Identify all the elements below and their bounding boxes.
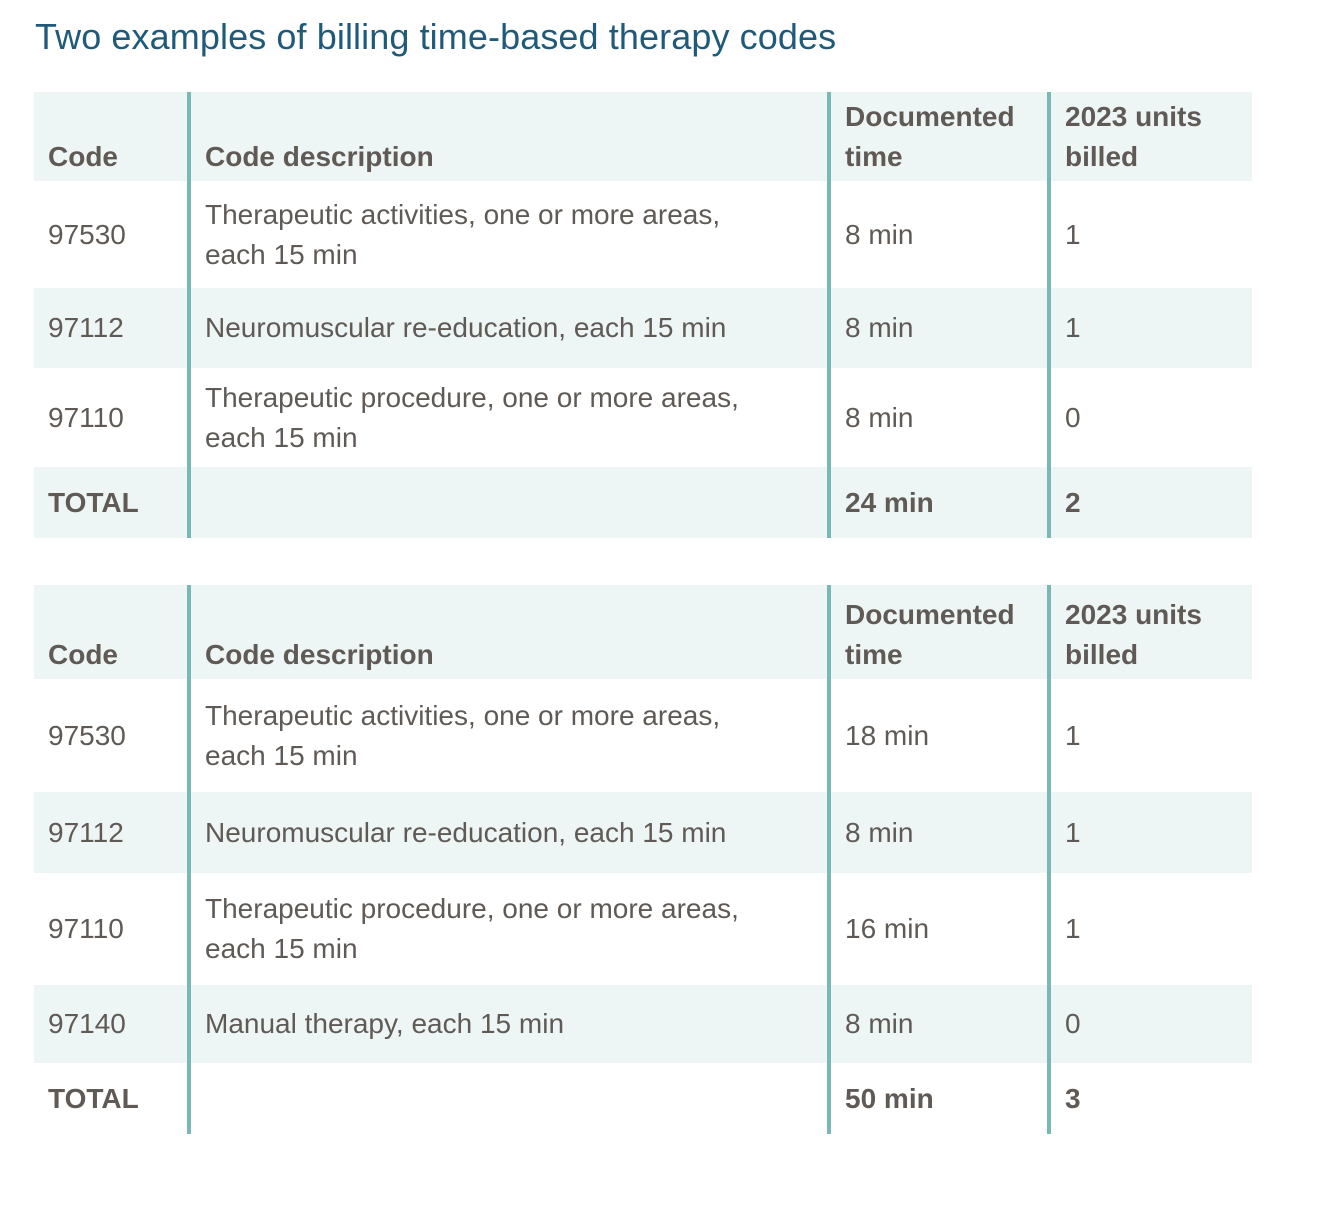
table-row: 97110 Therapeutic procedure, one or more… [34, 873, 1252, 985]
cell-code: 97530 [48, 218, 126, 250]
cell-time: 8 min [827, 368, 1049, 467]
table-header-row: Code Code description Documented time 202… [34, 92, 1252, 181]
cell-description: Therapeutic activities, one or more area… [187, 181, 829, 288]
cell-units: 1 [1047, 679, 1252, 792]
cell-time: 18 min [827, 679, 1049, 792]
total-label: TOTAL [48, 1082, 139, 1114]
cell-units: 1 [1047, 792, 1252, 873]
header-units-billed: 2023 units billed [1047, 585, 1252, 679]
cell-time: 16 min [827, 873, 1049, 985]
cell-units: 1 [1047, 288, 1252, 368]
table-row: 97530 Therapeutic activities, one or mor… [34, 679, 1252, 792]
billing-table-1: Code Code description Documented time 202… [34, 92, 1252, 538]
cell-code: 97112 [34, 288, 189, 368]
header-units-billed: 2023 units billed [1047, 92, 1252, 181]
table-header-row: Code Code description Documented time 202… [34, 585, 1252, 679]
cell-time: 8 min [827, 181, 1049, 288]
header-code: Code [34, 92, 189, 181]
cell-description: Neuromuscular re-education, each 15 min [187, 288, 829, 368]
table-row: 97112 Neuromuscular re-education, each 1… [34, 792, 1252, 873]
header-code: Code [34, 585, 189, 679]
cell-code: 97140 [34, 985, 189, 1063]
header-documented-time: Documented time [827, 585, 1049, 679]
cell-code: 97112 [34, 792, 189, 873]
total-time: 24 min [827, 467, 1049, 538]
cell-description: Therapeutic activities, one or more area… [187, 679, 829, 792]
cell-units: 0 [1047, 985, 1252, 1063]
page-title: Two examples of billing time-based thera… [35, 16, 837, 57]
table-row: 97530 Therapeutic activities, one or mor… [34, 181, 1252, 288]
cell-description: Manual therapy, each 15 min [187, 985, 829, 1063]
cell-time: 8 min [827, 288, 1049, 368]
cell-units: 1 [1047, 873, 1252, 985]
total-units: 2 [1047, 467, 1252, 538]
cell-code: 97530 [48, 719, 126, 751]
header-description: Code description [187, 585, 829, 679]
header-description: Code description [187, 92, 829, 181]
total-units: 3 [1047, 1063, 1252, 1134]
cell-code: 97110 [48, 913, 124, 944]
cell-units: 1 [1047, 181, 1252, 288]
cell-time: 8 min [827, 792, 1049, 873]
total-description-empty [187, 1063, 829, 1134]
table-row: 97140 Manual therapy, each 15 min 8 min … [34, 985, 1252, 1063]
total-time: 50 min [827, 1063, 1049, 1134]
total-row: TOTAL 50 min 3 [34, 1063, 1252, 1134]
cell-description: Therapeutic procedure, one or more areas… [187, 368, 829, 467]
cell-units: 0 [1047, 368, 1252, 467]
total-description-empty [187, 467, 829, 538]
billing-table-2: Code Code description Documented time 202… [34, 585, 1252, 1134]
total-row: TOTAL 24 min 2 [34, 467, 1252, 538]
total-label: TOTAL [34, 467, 189, 538]
header-documented-time: Documented time [827, 92, 1049, 181]
cell-time: 8 min [827, 985, 1049, 1063]
table-row: 97110 Therapeutic procedure, one or more… [34, 368, 1252, 467]
table-row: 97112 Neuromuscular re-education, each 1… [34, 288, 1252, 368]
cell-description: Neuromuscular re-education, each 15 min [187, 792, 829, 873]
cell-code: 97110 [48, 401, 124, 433]
cell-description: Therapeutic procedure, one or more areas… [187, 873, 829, 985]
